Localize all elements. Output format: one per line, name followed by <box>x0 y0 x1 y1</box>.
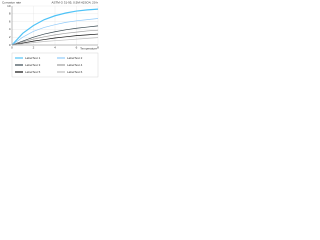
x-tick-label: 0 <box>11 45 13 49</box>
x-tick-label: 2 <box>33 45 35 49</box>
legend-label: LabelText 1 <box>25 56 41 60</box>
legend-label: LabelText 5 <box>25 70 41 74</box>
legend-label: LabelText 4 <box>67 63 83 67</box>
line <box>11 8 99 46</box>
line <box>11 29 99 46</box>
y-tick-label: 2 <box>9 35 11 39</box>
x-tick-label: 4 <box>54 45 56 49</box>
legend-label: LabelText 6 <box>67 70 83 74</box>
line <box>11 18 99 46</box>
y-tick-label: 4 <box>9 27 11 31</box>
x-tick-label: 8 <box>97 45 99 49</box>
chart-subtitle: ASTM G 31-95, 0.5M H2SO4, 20 h <box>51 0 98 4</box>
y-tick-label: 6 <box>9 19 11 23</box>
x-axis-label: Temperature <box>80 46 97 50</box>
y-tick-label: 8 <box>9 12 11 16</box>
legend-label: LabelText 2 <box>67 56 83 60</box>
x-tick-label: 6 <box>76 45 78 49</box>
line <box>11 37 99 46</box>
chart: Corrosion rate ASTM G 31-95, 0.5M H2SO4,… <box>2 0 99 78</box>
y-tick-label: 10 <box>7 4 11 8</box>
line <box>11 33 99 46</box>
legend-box <box>11 52 99 78</box>
y-tick-label: 0 <box>9 43 11 47</box>
legend-label: LabelText 3 <box>25 63 41 67</box>
line <box>11 25 99 46</box>
chart-title: Corrosion rate <box>2 0 21 4</box>
